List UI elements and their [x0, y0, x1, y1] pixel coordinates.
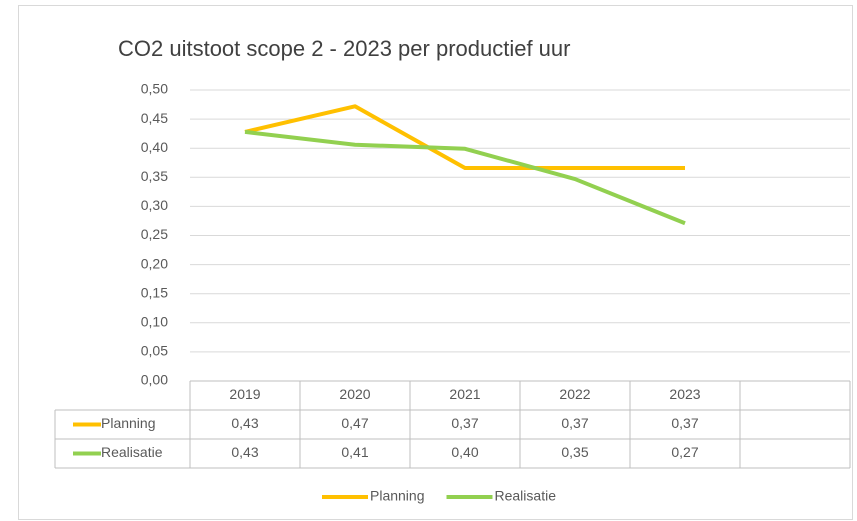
data-label: 0,43 — [231, 415, 258, 431]
y-tick-label: 0,40 — [141, 139, 168, 155]
y-tick-label: 0,45 — [141, 110, 168, 126]
y-tick-label: 0,25 — [141, 226, 168, 242]
y-tick-label: 0,00 — [141, 372, 168, 388]
legend-label: Planning — [370, 488, 425, 504]
chart-frame — [18, 5, 853, 520]
line-series — [244, 104, 685, 170]
y-tick-label: 0,50 — [141, 81, 168, 97]
data-label: 0,40 — [451, 444, 478, 460]
data-label: 0,37 — [671, 415, 698, 431]
data-label: 0,41 — [341, 444, 368, 460]
x-tick-label: 2022 — [559, 386, 590, 402]
chart-title: CO2 uitstoot scope 2 - 2023 per producti… — [118, 36, 570, 61]
y-tick-label: 0,05 — [141, 343, 168, 359]
table-row-label: Realisatie — [101, 444, 163, 460]
y-tick-label: 0,10 — [141, 314, 168, 330]
data-label: 0,27 — [671, 444, 698, 460]
data-label: 0,43 — [231, 444, 258, 460]
data-label: 0,47 — [341, 415, 368, 431]
x-tick-label: 2020 — [339, 386, 370, 402]
x-tick-label: 2019 — [229, 386, 260, 402]
x-tick-label: 2023 — [669, 386, 700, 402]
table-row-label: Planning — [101, 415, 156, 431]
line-series — [244, 129, 686, 226]
y-tick-label: 0,30 — [141, 197, 168, 213]
data-label: 0,35 — [561, 444, 588, 460]
legend-label: Realisatie — [495, 488, 557, 504]
y-tick-label: 0,15 — [141, 284, 168, 300]
x-tick-label: 2021 — [449, 386, 480, 402]
data-label: 0,37 — [561, 415, 588, 431]
data-label: 0,37 — [451, 415, 478, 431]
y-tick-label: 0,35 — [141, 168, 168, 184]
y-tick-label: 0,20 — [141, 255, 168, 271]
